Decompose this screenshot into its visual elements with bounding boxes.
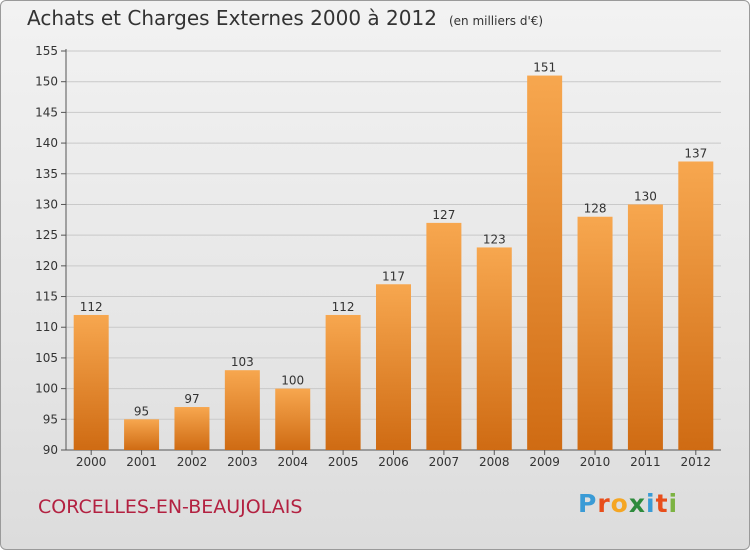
x-tick-label-2004: 2004 xyxy=(277,455,308,469)
data-label-2012: 137 xyxy=(684,146,707,160)
logo-letter: t xyxy=(655,489,669,518)
logo-letter: i xyxy=(668,489,679,518)
x-tick-label-2010: 2010 xyxy=(580,455,611,469)
x-tick-label-2002: 2002 xyxy=(177,455,208,469)
x-tick-label-2001: 2001 xyxy=(126,455,157,469)
commune-name: CORCELLES-EN-BEAUJOLAIS xyxy=(38,496,303,518)
y-tick-label: 115 xyxy=(35,290,58,304)
bars xyxy=(73,75,714,451)
data-label-2003: 103 xyxy=(231,355,254,369)
data-label-2004: 100 xyxy=(281,374,304,388)
y-tick-label: 95 xyxy=(43,412,58,426)
bar-2001 xyxy=(124,419,160,450)
tick-labels: 90 95 100 105 110 115 120 125 130 135 140 145 150 155… xyxy=(35,44,711,469)
bar-2006 xyxy=(376,284,411,450)
data-label-2010: 128 xyxy=(584,202,607,216)
chart-title: Achats et Charges Externes 2000 à 2012 (e… xyxy=(27,6,543,30)
data-labels: 112 95 97 103 100 112 117 127 123 151 128 130 137 xyxy=(80,61,708,419)
bar-2011 xyxy=(627,204,663,450)
y-tick-label: 90 xyxy=(43,443,58,457)
data-label-2008: 123 xyxy=(483,232,506,246)
unit-note: (en milliers d'€) xyxy=(448,14,544,28)
data-label-2006: 117 xyxy=(382,269,405,283)
y-tick-label: 150 xyxy=(35,75,58,89)
bar-2004 xyxy=(275,388,311,450)
data-label-2007: 127 xyxy=(432,208,455,222)
bar-2005 xyxy=(325,314,361,450)
bar-2000 xyxy=(73,314,109,450)
title-text: Achats et Charges Externes 2000 à 2012 xyxy=(27,6,437,30)
bar-2008 xyxy=(476,247,512,450)
logo-letter: x xyxy=(628,489,646,518)
bar-2002 xyxy=(174,407,210,450)
x-tick-label-2011: 2011 xyxy=(630,455,661,469)
logo-letter: o xyxy=(610,489,629,518)
bar-2009 xyxy=(527,75,563,451)
y-tick-label: 135 xyxy=(35,167,58,181)
x-tick-label-2009: 2009 xyxy=(529,455,560,469)
x-tick-label-2007: 2007 xyxy=(429,455,460,469)
x-tick-label-2008: 2008 xyxy=(479,455,510,469)
bar-2003 xyxy=(224,370,260,450)
x-tick-label-2012: 2012 xyxy=(681,455,712,469)
y-tick-label: 125 xyxy=(35,228,58,242)
logo-letter: P xyxy=(578,489,598,518)
x-tick-label-2005: 2005 xyxy=(328,455,359,469)
data-label-2005: 112 xyxy=(332,300,355,314)
y-tick-label: 140 xyxy=(35,136,58,150)
y-tick-label: 155 xyxy=(35,44,58,58)
x-tick-label-2000: 2000 xyxy=(76,455,107,469)
x-tick-label-2003: 2003 xyxy=(227,455,258,469)
y-tick-label: 105 xyxy=(35,351,58,365)
y-tick-label: 110 xyxy=(35,320,58,334)
data-label-2009: 151 xyxy=(533,61,556,75)
bar-2010 xyxy=(577,216,613,450)
y-tick-label: 100 xyxy=(35,382,58,396)
data-label-2011: 130 xyxy=(634,189,657,203)
proxiti-logo: Proxiti xyxy=(578,489,678,518)
data-label-2001: 95 xyxy=(134,404,149,418)
bar-2007 xyxy=(426,222,462,450)
bar-2012 xyxy=(678,161,714,450)
y-tick-label: 120 xyxy=(35,259,58,273)
x-tick-label-2006: 2006 xyxy=(378,455,409,469)
data-label-2000: 112 xyxy=(80,300,103,314)
data-label-2002: 97 xyxy=(184,392,199,406)
y-tick-label: 130 xyxy=(35,197,58,211)
logo-letter: r xyxy=(597,489,611,518)
logo-letter: i xyxy=(646,489,656,518)
y-tick-label: 145 xyxy=(35,105,58,119)
